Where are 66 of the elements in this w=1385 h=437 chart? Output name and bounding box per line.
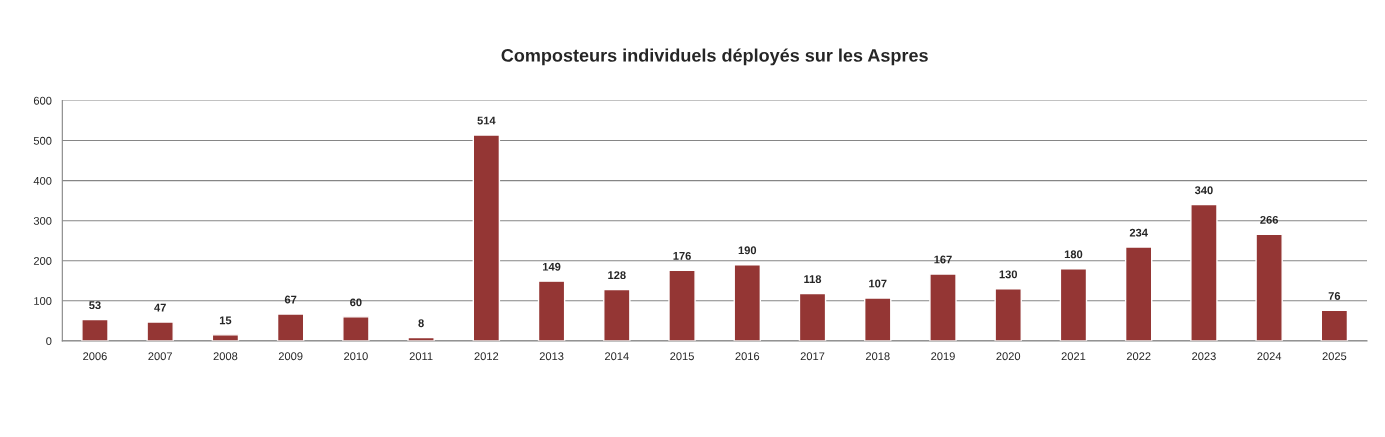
data-label: 234 (1129, 228, 1148, 237)
x-tick-label: 2009 (278, 352, 303, 361)
x-tick-label: 2023 (1192, 352, 1216, 361)
bar (1059, 268, 1088, 341)
bar (276, 313, 305, 341)
data-label: 190 (738, 246, 757, 255)
x-tick-label: 2016 (735, 352, 760, 361)
data-label: 167 (934, 255, 952, 264)
bar (668, 269, 696, 341)
data-label: 107 (869, 279, 887, 288)
data-label: 67 (284, 295, 297, 304)
x-tick-label: 2015 (670, 352, 694, 361)
data-label: 60 (350, 298, 362, 307)
x-tick-label: 2017 (800, 352, 825, 361)
y-tick-label: 200 (33, 257, 52, 265)
bar (1190, 203, 1218, 341)
x-tick-label: 2024 (1257, 352, 1282, 361)
x-tick-label: 2020 (996, 352, 1021, 361)
data-label: 118 (804, 275, 822, 284)
bar (864, 297, 892, 341)
x-tick-label: 2010 (344, 352, 368, 361)
bar (1124, 246, 1153, 341)
data-label: 8 (418, 319, 424, 328)
bar (1255, 233, 1283, 341)
bar (994, 288, 1022, 341)
data-label: 176 (673, 251, 691, 260)
x-tick-label: 2025 (1322, 352, 1347, 361)
data-label: 514 (477, 116, 496, 125)
data-label: 266 (1260, 215, 1279, 224)
x-tick-label: 2022 (1126, 352, 1151, 361)
bar (81, 318, 109, 341)
x-tick-label: 2011 (409, 352, 433, 361)
bar (146, 321, 174, 341)
data-label: 128 (608, 271, 626, 280)
data-label: 53 (89, 301, 101, 310)
bar (929, 273, 957, 341)
bar (798, 292, 827, 341)
bar (603, 288, 631, 341)
x-tick-label: 2012 (474, 352, 499, 361)
bar (472, 134, 501, 341)
x-tick-label: 2019 (931, 352, 955, 361)
bar (537, 280, 566, 341)
chart-title: Composteurs individuels déployés sur les Aspres (501, 48, 928, 66)
data-label: 47 (154, 303, 166, 312)
x-tick-label: 2013 (539, 352, 564, 361)
data-label: 340 (1194, 186, 1213, 195)
x-tick-label: 2014 (605, 352, 629, 361)
data-label: 180 (1064, 250, 1083, 259)
x-tick-label: 2018 (865, 352, 890, 361)
bar (342, 316, 370, 341)
x-tick-label: 2021 (1061, 352, 1086, 361)
y-tick-label: 100 (34, 297, 52, 305)
y-tick-label: 500 (33, 136, 52, 145)
data-label: 130 (999, 270, 1018, 279)
x-tick-label: 2006 (83, 352, 107, 361)
y-tick-label: 400 (33, 176, 52, 185)
data-label: 15 (219, 316, 232, 325)
data-label: 76 (1328, 292, 1341, 300)
data-label: 149 (543, 262, 561, 271)
bar (733, 264, 762, 341)
bar (1320, 309, 1349, 341)
x-tick-label: 2008 (213, 352, 238, 361)
y-tick-label: 600 (33, 96, 52, 105)
y-tick-label: 0 (46, 337, 52, 345)
y-tick-label: 300 (33, 216, 52, 225)
x-tick-label: 2007 (148, 352, 172, 361)
